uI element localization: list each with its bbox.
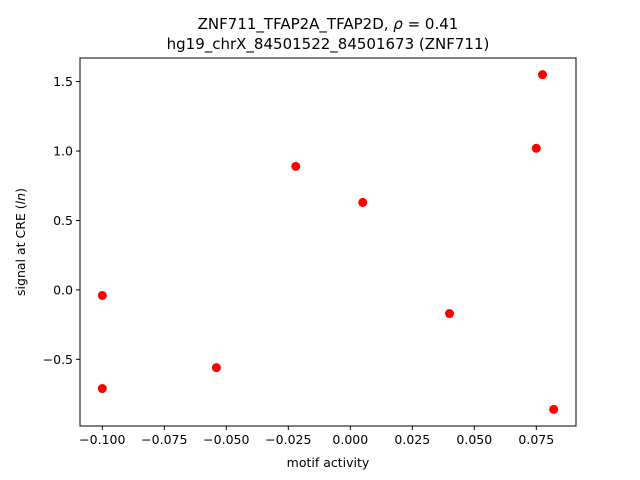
x-tick-label: 0.025	[394, 432, 430, 447]
x-tick-label: 0.075	[518, 432, 554, 447]
scatter-point	[531, 143, 541, 153]
scatter-point	[445, 309, 455, 319]
y-axis-label: signal at CRE (ln)	[13, 188, 28, 296]
y-tick-label: 1.0	[53, 144, 73, 159]
x-tick-label: 0.000	[332, 432, 368, 447]
scatter-point	[291, 161, 301, 171]
x-tick-label: −0.100	[79, 432, 125, 447]
scatter-point	[211, 363, 221, 373]
plot-area	[79, 57, 577, 427]
chart-title-line1: ZNF711_TFAP2A_TFAP2D, ρ = 0.41	[198, 15, 459, 34]
y-tick-label: 0.5	[53, 213, 73, 228]
x-tick-label: −0.050	[203, 432, 249, 447]
x-tick-label: −0.025	[265, 432, 311, 447]
scatter-point	[358, 197, 368, 207]
chart-title-line2: hg19_chrX_84501522_84501673 (ZNF711)	[167, 35, 490, 54]
x-tick-label: 0.050	[456, 432, 492, 447]
scatter-point	[538, 70, 548, 80]
y-axis: −0.5 0.0 0.5 1.0 1.5	[43, 74, 80, 367]
data-points	[97, 70, 559, 414]
scatter-point	[97, 384, 107, 394]
axes-frame	[79, 57, 577, 427]
y-tick-label: −0.5	[43, 352, 73, 367]
x-tick-label: −0.075	[141, 432, 187, 447]
scatter-point	[97, 290, 107, 300]
x-axis-label: motif activity	[287, 455, 370, 470]
y-tick-label: 0.0	[53, 282, 73, 297]
y-tick-label: 1.5	[53, 74, 73, 89]
x-axis: −0.100 −0.075 −0.050 −0.025 0.000 0.025 0.050 0…	[79, 426, 554, 447]
scatter-point	[549, 404, 559, 414]
